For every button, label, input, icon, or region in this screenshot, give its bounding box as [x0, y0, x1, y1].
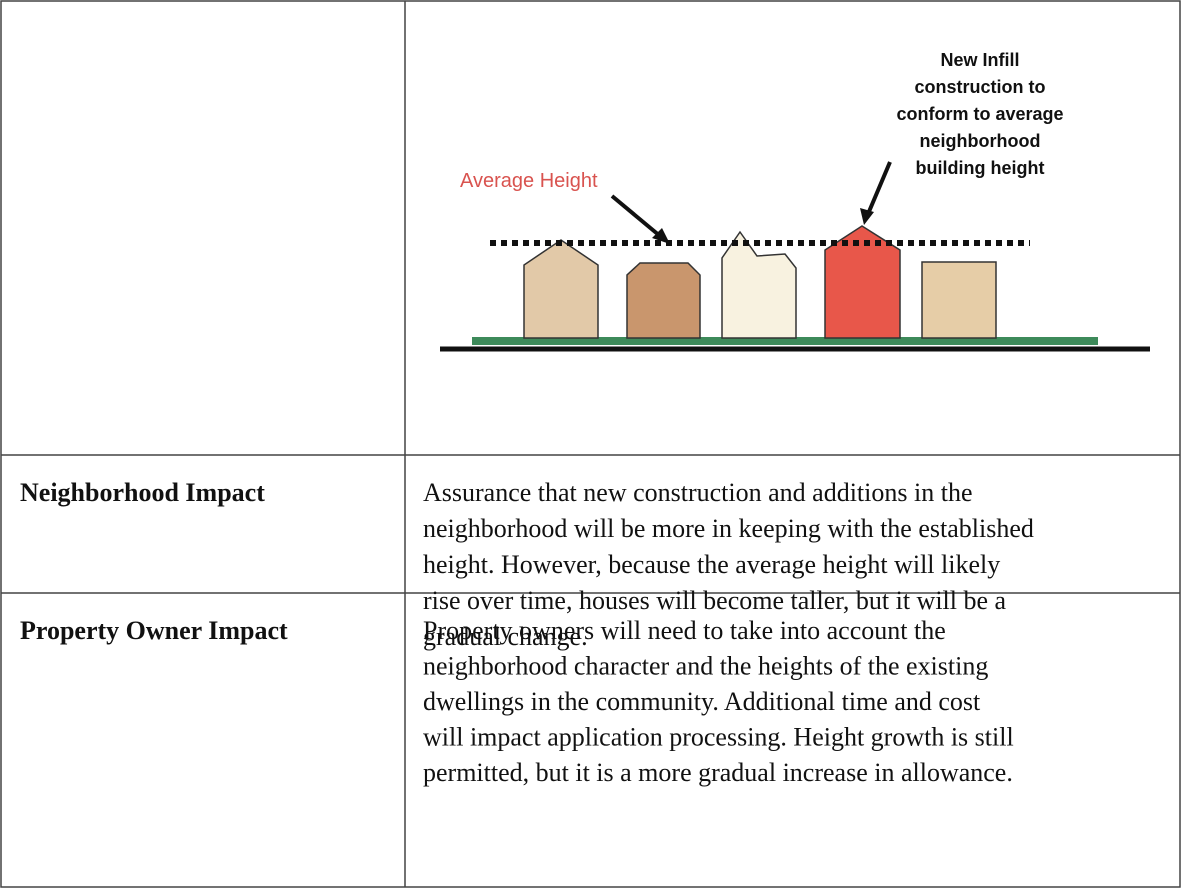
infill-line: conform to average — [896, 104, 1063, 124]
row-text-line: will impact application processing. Heig… — [423, 723, 1014, 752]
average-height-label: Average Height — [460, 170, 598, 192]
row-text-line: permitted, but it is a more gradual incr… — [423, 758, 1013, 787]
diagram: Average Height New Infill construction to… — [440, 50, 1150, 352]
row-text-line: dwellings in the community. Additional t… — [423, 687, 981, 716]
table-rows: Neighborhood Impact Assurance that new co… — [20, 478, 1034, 787]
infill-line: building height — [916, 158, 1045, 178]
row-label: Neighborhood Impact — [20, 478, 265, 507]
row-text-line: neighborhood will be more in keeping wit… — [423, 514, 1034, 543]
infill-line: New Infill — [940, 50, 1019, 70]
infill-label: New Infill construction to conform to aver… — [896, 50, 1063, 178]
infill-line: construction to — [915, 77, 1046, 97]
row-label: Property Owner Impact — [20, 616, 288, 645]
row-text-line: gradual change. — [423, 622, 588, 651]
row-text-line: Property owners will need to take into a… — [423, 616, 946, 645]
row-text-line: height. However, because the average hei… — [423, 550, 1000, 579]
infill-line: neighborhood — [920, 131, 1041, 151]
row-text-line: neighborhood character and the heights o… — [423, 652, 988, 681]
row-text-line: rise over time, houses will become talle… — [423, 586, 1007, 615]
row-text-line: Assurance that new construction and addi… — [423, 478, 972, 507]
